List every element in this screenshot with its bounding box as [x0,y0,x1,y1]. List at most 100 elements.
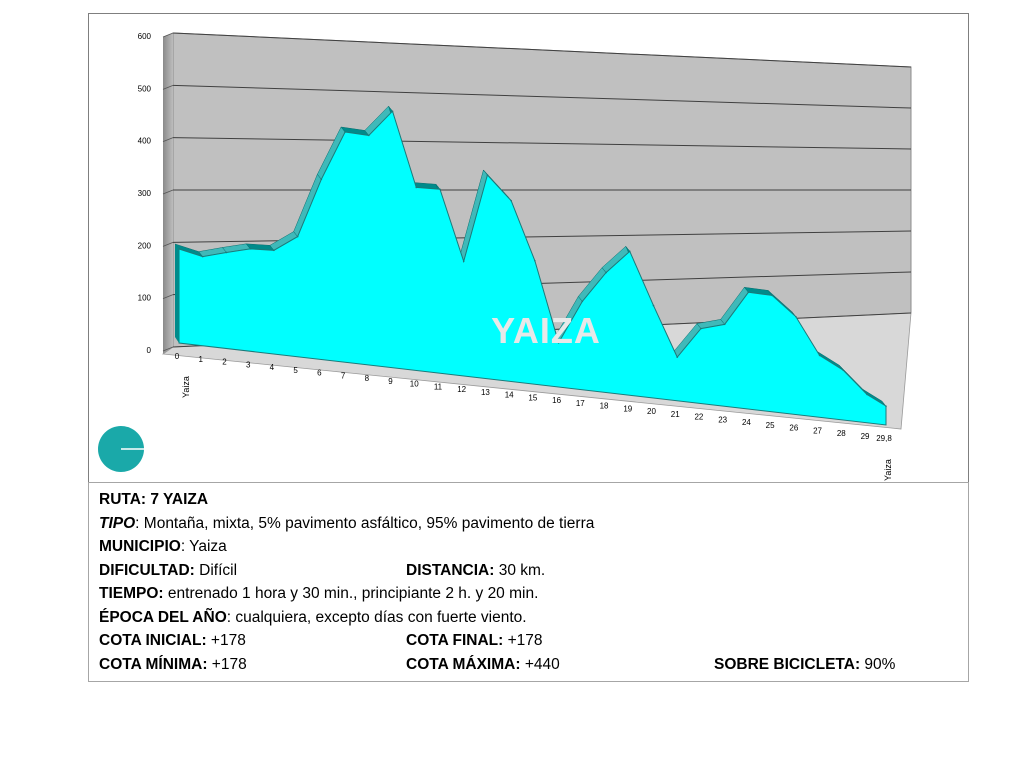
pie-icon [97,425,145,473]
x-tick-label: 11 [434,382,443,391]
gridline [172,84,912,109]
x-tick-label: 0 [175,352,180,361]
x-tick-label: 9 [388,377,393,386]
x-tick-label: 1 [198,355,203,364]
data-point [391,110,394,112]
data-point [462,260,465,263]
x-tick-label: 14 [505,391,514,400]
end-elevation-label: COTA FINAL: [406,632,504,649]
gridline-side [162,137,174,143]
y-tick-label: 600 [138,32,152,41]
data-point [439,188,441,191]
data-point [723,323,726,326]
difficulty-row: DIFICULTAD: Difícil DISTANCIA: 30 km. [99,559,958,583]
data-point [557,341,560,344]
x-tick-label: 13 [481,388,490,397]
gridline-side [162,346,174,352]
data-point [249,248,251,250]
gridline [172,32,912,68]
chart-side-wall [163,33,173,354]
y-tick-label: 0 [147,346,152,355]
difficulty-value: Difícil [194,561,238,579]
data-point [652,304,655,307]
data-point [628,250,631,253]
distance-value: 30 km. [494,561,546,579]
data-point [676,356,679,358]
x-tick-label: 5 [293,366,298,375]
x-tick-label: 27 [813,426,822,435]
elevation-chart: 0 100 200 300 400 500 600 YAIZA 0 1 2 3 4 5 6 7 8 9 10 11 12… [88,13,969,483]
max-elevation-value: +440 [520,655,560,673]
start-elevation-label: COTA INICIAL: [99,632,207,649]
x-tick-label: 26 [789,424,798,433]
gridline-side [162,294,174,300]
x-tick-label: 17 [576,399,585,408]
distance-label: DISTANCIA: [406,561,495,579]
x-tick-label: 21 [671,410,680,419]
chart-watermark: YAIZA [491,310,601,351]
data-point [581,300,584,303]
x-tick-label: 4 [270,363,275,372]
municipality-value: : Yaiza [180,538,227,555]
area-left-edge [175,243,179,343]
data-point [225,251,228,254]
type-row: TIPO: Montaña, mixta, 5% pavimento asfál… [99,512,958,536]
time-label: TIEMPO: [99,585,164,602]
x-tick-label: 16 [552,396,561,405]
gridline-side [162,84,174,90]
x-tick-label: 28 [837,429,846,438]
min-elevation-value: +178 [207,655,247,673]
data-point [885,405,887,407]
x-end-label: Yaiza [883,459,893,481]
data-point [415,186,418,189]
x-tick-label: 3 [246,360,251,369]
difficulty-label: DIFICULTAD: [99,561,195,579]
gridline-side [162,32,174,38]
data-point [510,199,512,202]
x-tick-label: 22 [694,413,703,422]
gridline-side [162,241,174,247]
data-point [296,235,299,238]
type-value: : Montaña, mixta, 5% pavimento asfáltico… [135,514,595,532]
x-tick-label: 20 [647,407,656,416]
time-value: entrenado 1 hora y 30 min., principiante… [163,585,539,602]
x-tick-label: 24 [742,418,751,427]
elevation-start-end-row: COTA INICIAL: +178 COTA FINAL: +178 [99,629,958,653]
data-point [747,291,750,294]
x-tick-label: 15 [528,393,537,402]
x-tick-label: 23 [718,415,727,424]
end-elevation-value: +178 [503,632,543,649]
x-tick-label: 29,8 [876,434,892,443]
type-label: TIPO [99,514,136,532]
x-tick-label: 29 [861,432,870,441]
data-point [818,354,821,357]
data-point [273,249,275,252]
municipality-label: MUNICIPIO [99,538,181,555]
gridline [172,137,912,150]
y-tick-label: 500 [138,84,152,93]
time-row: TIEMPO: entrenado 1 hora y 30 min., prin… [99,582,958,606]
x-tick-label: 19 [623,404,632,413]
start-elevation-value: +178 [206,632,246,649]
data-point [320,178,323,181]
season-row: ÉPOCA DEL AÑO: cualquiera, excepto días … [99,606,958,630]
y-tick-label: 200 [138,241,152,250]
x-tick-label: 8 [365,374,370,383]
season-value: : cualquiera, excepto días con fuerte vi… [226,608,527,626]
y-tick-label: 100 [138,294,152,303]
x-tick-label: 12 [457,385,466,394]
route-row: RUTA: 7 YAIZA [99,488,958,512]
season-label: ÉPOCA DEL AÑO [99,608,227,626]
on-bike-label: SOBRE BICICLETA: [714,655,861,673]
y-tick-label: 300 [138,189,152,198]
elevation-area [178,110,887,426]
data-point [178,248,180,250]
on-bike-value: 90% [860,655,896,673]
data-point [201,255,204,258]
municipality-row: MUNICIPIO: Yaiza [99,535,958,559]
data-point [367,134,370,137]
gridline-side [162,189,174,195]
min-elevation-label: COTA MÍNIMA: [99,655,208,673]
x-start-label: Yaiza [181,376,191,398]
